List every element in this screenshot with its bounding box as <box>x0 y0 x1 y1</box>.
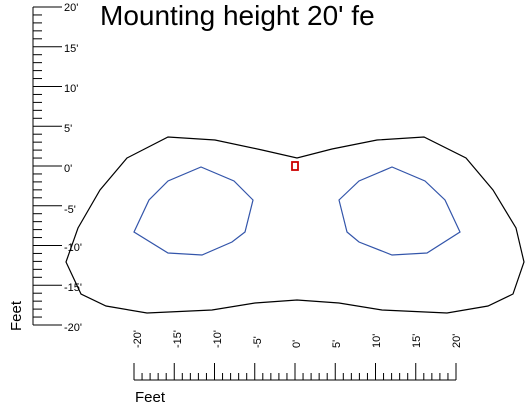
y-tick-label: -15' <box>64 282 82 294</box>
outer-illuminance-contour <box>65 136 525 314</box>
y-tick-label: -5' <box>64 204 76 216</box>
x-tick-label: 15' <box>411 334 423 348</box>
x-tick-label: 0' <box>291 340 303 348</box>
y-tick-label: -20' <box>64 322 82 334</box>
x-axis-tick-labels: -20' -15' -10' -5' 0' 5' 10' 15' 20' <box>132 330 463 348</box>
y-axis-tick-labels: 20' 15' 10' 5' 0' -5' -10' -15' -20' <box>64 2 82 334</box>
y-tick-label: 15' <box>64 43 78 55</box>
x-tick-label: -15' <box>172 330 184 348</box>
y-axis-title: Feet <box>8 300 25 331</box>
luminaire-marker <box>291 161 299 171</box>
y-tick-label: 0' <box>64 163 72 175</box>
x-tick-label: -10' <box>212 330 224 348</box>
x-axis-title: Feet <box>135 389 166 406</box>
x-tick-label: 10' <box>371 334 383 348</box>
x-tick-label: -20' <box>132 330 144 348</box>
x-tick-label: 5' <box>331 340 343 348</box>
x-tick-label: 20' <box>451 334 463 348</box>
y-axis-ruler <box>32 6 62 326</box>
y-tick-label: -10' <box>64 242 82 254</box>
x-axis-ruler <box>133 363 457 381</box>
y-tick-label: 5' <box>64 123 72 135</box>
plot-title: Mounting height 20' fe <box>100 0 375 31</box>
y-tick-label: 10' <box>64 83 78 95</box>
inner-contour-right <box>338 166 461 256</box>
y-tick-label: 20' <box>64 2 78 14</box>
x-tick-label: -5' <box>252 336 264 348</box>
inner-contour-left <box>133 166 254 256</box>
